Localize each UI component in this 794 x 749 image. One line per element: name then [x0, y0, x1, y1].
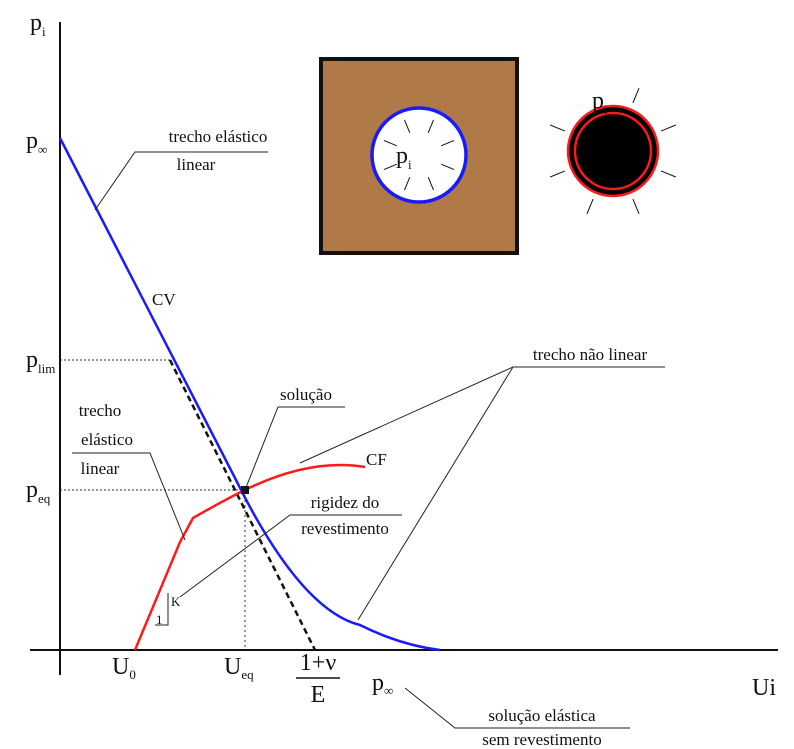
annotation: sem revestimento: [482, 730, 601, 749]
level-label: Ueq: [224, 654, 254, 682]
level-label: peq: [26, 477, 51, 506]
annotation: trecho: [79, 401, 121, 420]
level-label: plim: [26, 347, 55, 376]
annotation: trecho não linear: [533, 345, 648, 364]
pressure-arrow: [661, 125, 676, 131]
pressure-arrow: [587, 199, 593, 214]
y-axis-label: pi: [30, 10, 46, 39]
pressure-arrow: [550, 125, 565, 131]
annotation: revestimento: [301, 519, 389, 538]
pressure-arrow: [633, 199, 639, 214]
pressure-arrow: [633, 88, 639, 103]
fraction-denominator: E: [311, 682, 326, 708]
level-label: U0: [112, 654, 136, 682]
annotation: elástico: [81, 430, 133, 449]
tunnel-opening: [372, 108, 466, 202]
annotation: trecho elástico: [169, 127, 268, 146]
annotation: solução elástica: [488, 706, 596, 725]
leader: [245, 407, 345, 490]
slope-label: K: [171, 594, 181, 609]
curve-label: CF: [366, 450, 387, 469]
annotation: linear: [81, 459, 120, 478]
lining-inner: [575, 113, 651, 189]
level-label: p∞: [26, 128, 47, 157]
annotation: linear: [177, 155, 216, 174]
leader: [300, 367, 665, 463]
curve-label: CV: [152, 290, 176, 309]
pressure-arrow: [550, 171, 565, 177]
leader: [358, 367, 513, 620]
level-label: p∞: [372, 670, 393, 698]
diagram: pi Ui p∞ plim peq U0 Ueq 1+ν E p∞ CV CF …: [0, 0, 794, 749]
annotation: solução: [280, 385, 332, 404]
pressure-arrow: [661, 171, 676, 177]
fraction-numerator: 1+ν: [300, 650, 337, 676]
x-axis-label: Ui: [752, 675, 776, 701]
slope-label: 1: [156, 612, 163, 627]
figure-label: pi: [592, 88, 608, 117]
annotation: rigidez do: [311, 493, 379, 512]
